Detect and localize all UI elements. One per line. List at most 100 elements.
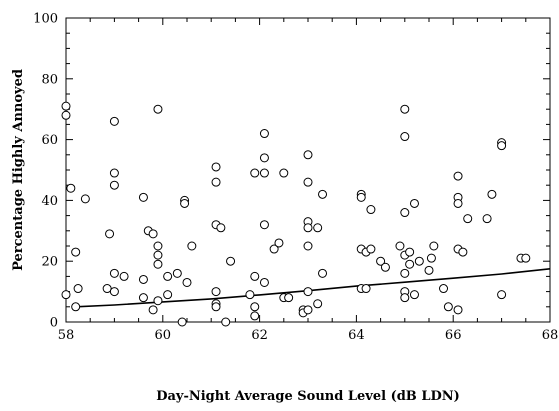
axis-ticks bbox=[65, 17, 551, 323]
data-point bbox=[226, 256, 236, 266]
data-point bbox=[259, 277, 269, 287]
data-point bbox=[138, 192, 148, 202]
data-point bbox=[177, 317, 187, 327]
y-tick-label: 80 bbox=[41, 72, 58, 87]
data-point bbox=[487, 189, 497, 199]
data-point bbox=[313, 299, 323, 309]
data-point bbox=[148, 305, 158, 315]
data-point bbox=[482, 214, 492, 224]
data-point bbox=[497, 290, 507, 300]
data-point bbox=[119, 271, 129, 281]
x-tick-label: 66 bbox=[445, 328, 462, 343]
data-point bbox=[269, 244, 279, 254]
y-tick-label: 0 bbox=[50, 316, 58, 331]
data-point bbox=[453, 198, 463, 208]
data-point bbox=[366, 244, 376, 254]
data-point bbox=[426, 253, 436, 263]
data-point bbox=[409, 290, 419, 300]
data-point bbox=[303, 150, 313, 160]
y-tick-label: 40 bbox=[41, 194, 58, 209]
y-tick-labels: 0 20 40 60 80 100 bbox=[33, 12, 58, 331]
data-point bbox=[138, 293, 148, 303]
data-point bbox=[221, 317, 231, 327]
data-point bbox=[211, 287, 221, 297]
data-point bbox=[409, 198, 419, 208]
data-point bbox=[458, 247, 468, 257]
x-axis-title: Day-Night Average Sound Level (dB LDN) bbox=[156, 389, 460, 404]
y-tick-label: 100 bbox=[33, 12, 58, 27]
data-point bbox=[400, 208, 410, 218]
data-point bbox=[105, 229, 115, 239]
data-point bbox=[211, 302, 221, 312]
data-point bbox=[109, 287, 119, 297]
data-point bbox=[429, 241, 439, 251]
data-point bbox=[318, 189, 328, 199]
data-point bbox=[400, 104, 410, 114]
data-point bbox=[400, 132, 410, 142]
data-point bbox=[303, 223, 313, 233]
data-point bbox=[109, 180, 119, 190]
data-point bbox=[163, 290, 173, 300]
x-tick-labels: 58 60 62 64 66 68 bbox=[58, 328, 559, 343]
data-point bbox=[66, 183, 76, 193]
data-point bbox=[279, 168, 289, 178]
x-tick-label: 68 bbox=[542, 328, 559, 343]
data-point bbox=[71, 247, 81, 257]
data-point bbox=[61, 101, 71, 111]
data-point bbox=[216, 223, 226, 233]
data-point bbox=[463, 214, 473, 224]
data-point bbox=[109, 268, 119, 278]
data-point bbox=[274, 238, 284, 248]
data-point bbox=[182, 277, 192, 287]
data-point bbox=[180, 198, 190, 208]
data-point bbox=[414, 256, 424, 266]
data-point bbox=[148, 229, 158, 239]
data-point bbox=[109, 116, 119, 126]
data-point bbox=[259, 129, 269, 139]
data-point bbox=[187, 241, 197, 251]
data-point bbox=[71, 302, 81, 312]
data-point bbox=[250, 271, 260, 281]
data-point bbox=[153, 296, 163, 306]
data-point bbox=[453, 171, 463, 181]
data-point bbox=[284, 293, 294, 303]
data-point bbox=[153, 250, 163, 260]
data-point bbox=[80, 194, 90, 204]
data-point bbox=[73, 284, 83, 294]
data-point bbox=[318, 268, 328, 278]
data-point bbox=[405, 247, 415, 257]
data-point bbox=[400, 268, 410, 278]
data-point bbox=[250, 168, 260, 178]
data-point bbox=[376, 256, 386, 266]
data-point bbox=[250, 311, 260, 321]
y-axis-title: Percentage Highly Annoyed bbox=[11, 69, 26, 271]
x-tick-label: 60 bbox=[155, 328, 172, 343]
data-point bbox=[259, 168, 269, 178]
data-point bbox=[400, 293, 410, 303]
data-point bbox=[211, 162, 221, 172]
data-point bbox=[259, 153, 269, 163]
data-point bbox=[453, 305, 463, 315]
data-point bbox=[424, 265, 434, 275]
y-tick-label: 20 bbox=[41, 255, 58, 270]
data-point bbox=[163, 271, 173, 281]
data-point bbox=[109, 168, 119, 178]
y-tick-label: 60 bbox=[41, 133, 58, 148]
data-point bbox=[380, 262, 390, 272]
data-point bbox=[443, 302, 453, 312]
data-point bbox=[521, 253, 531, 263]
data-point bbox=[259, 220, 269, 230]
data-point bbox=[153, 104, 163, 114]
data-point bbox=[303, 287, 313, 297]
x-tick-label: 62 bbox=[251, 328, 268, 343]
data-point bbox=[245, 290, 255, 300]
data-point bbox=[366, 205, 376, 215]
data-point bbox=[211, 177, 221, 187]
data-point bbox=[313, 223, 323, 233]
data-points bbox=[61, 101, 531, 327]
data-point bbox=[303, 305, 313, 315]
x-tick-label: 58 bbox=[58, 328, 75, 343]
data-point bbox=[497, 141, 507, 151]
data-point bbox=[153, 259, 163, 269]
